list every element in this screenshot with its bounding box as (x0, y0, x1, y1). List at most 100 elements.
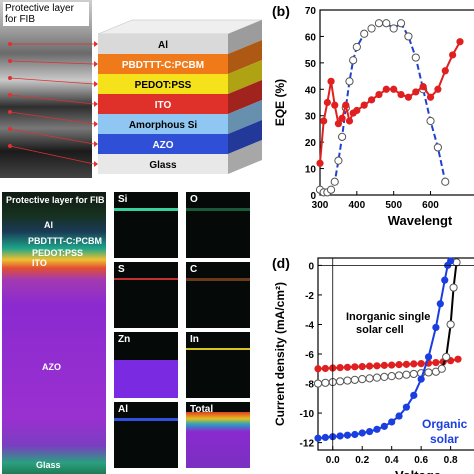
map-label-al: Al (44, 220, 53, 230)
element-map-label: S (118, 264, 125, 275)
stack-layer-2 (98, 74, 228, 94)
data-point-1 (365, 374, 374, 383)
element-map-3: C (186, 262, 250, 328)
data-point-0 (402, 360, 411, 368)
data-point-1 (387, 372, 396, 381)
data-point-2 (321, 433, 329, 442)
y-tick-label: 70 (305, 6, 317, 17)
y-tick-label: 50 (305, 59, 317, 70)
pointer-arrow-3 (94, 101, 98, 107)
data-point-1 (334, 120, 343, 128)
element-map-band (114, 208, 178, 211)
element-map-band (186, 208, 250, 211)
data-point-0 (411, 53, 420, 62)
tem-cross-section-image: Protective layer for FIB (0, 0, 92, 178)
map-label-protective: Protective layer for FIB (6, 195, 105, 205)
data-point-0 (380, 361, 388, 369)
element-map-band (114, 278, 178, 280)
x-tick-label: 500 (385, 200, 402, 211)
data-point-0 (404, 32, 413, 41)
x-tick-label: 0.8 (444, 455, 458, 466)
stack-layer-label-6: Glass (149, 160, 177, 171)
stack-layer-label-2: PEDOT:PSS (135, 80, 192, 91)
pointer-arrow-1 (94, 61, 98, 67)
data-point-1 (380, 372, 389, 381)
y-tick-label: -8 (305, 380, 314, 391)
stack-layer-5 (98, 134, 228, 154)
element-map-label: O (190, 194, 198, 205)
data-point-1 (441, 67, 449, 75)
element-map-label: Zn (118, 334, 131, 345)
series-line-2 (317, 260, 452, 440)
y-tick-label: 0 (308, 261, 314, 272)
data-point-1 (327, 77, 335, 85)
data-point-2 (343, 431, 352, 439)
data-point-1 (434, 85, 442, 93)
data-point-2 (351, 430, 359, 439)
data-point-0 (352, 42, 361, 52)
data-point-0 (395, 361, 403, 369)
y-tick-label: 20 (305, 138, 317, 149)
data-point-2 (314, 434, 322, 442)
data-point-0 (382, 19, 391, 28)
eds-composite-map: Protective layer for FIB Al PBDTTT-C:PCB… (2, 192, 106, 474)
panel-label: (d) (272, 255, 290, 271)
pointer-dot-1 (8, 59, 12, 63)
element-map-0: Si (114, 192, 178, 258)
data-point-1 (336, 377, 345, 386)
data-point-1 (394, 371, 404, 380)
data-point-2 (441, 276, 449, 284)
data-point-2 (436, 300, 444, 308)
stack-side-6 (228, 140, 262, 174)
pointer-arrow-4 (94, 121, 98, 127)
data-point-1 (360, 101, 368, 109)
x-tick-label: 400 (348, 200, 365, 211)
stack-side-3 (228, 80, 262, 114)
x-axis-label: Voltage (395, 468, 441, 474)
data-point-1 (402, 370, 411, 379)
data-point-1 (353, 106, 361, 115)
annotation-inorganic-2: solar cell (356, 324, 404, 336)
data-point-1 (316, 159, 324, 167)
data-point-0 (349, 56, 358, 65)
data-point-1 (321, 378, 330, 387)
layer-stack-diagram: Al PBDTTT-C:PCBM PEDOT:PSS ITO Amorphous Si A… (8, 19, 263, 174)
annotation-organic-2: solar (430, 432, 459, 446)
data-point-1 (345, 117, 354, 125)
data-point-2 (380, 422, 388, 430)
pointer-dot-3 (8, 93, 12, 97)
y-tick-label: 40 (305, 85, 317, 96)
stack-layer-label-0: Al (158, 40, 168, 51)
element-map-label: Si (118, 194, 128, 205)
data-point-1 (323, 98, 331, 107)
stack-layer-3 (98, 94, 228, 114)
stack-side-0 (228, 20, 262, 54)
element-map-4: Zn (114, 332, 178, 398)
data-point-0 (396, 19, 406, 28)
data-point-1 (375, 90, 383, 99)
data-point-0 (343, 363, 352, 371)
x-tick-label: 0.0 (326, 455, 340, 466)
data-point-0 (326, 185, 336, 194)
data-point-0 (373, 362, 381, 370)
data-point-1 (350, 375, 359, 384)
y-tick-label: 30 (305, 112, 317, 123)
pointer-line-6 (9, 145, 95, 165)
element-map-band (186, 348, 250, 350)
element-map-label: In (190, 334, 199, 345)
data-point-1 (426, 93, 435, 101)
data-point-0 (365, 362, 374, 370)
map-label-pbdttt: PBDTTT-C:PCBM (28, 236, 102, 246)
x-tick-label: 300 (312, 200, 329, 211)
element-map-6: Al (114, 402, 178, 468)
element-map-2: S (114, 262, 178, 328)
stack-layer-label-4: Amorphous Si (129, 120, 198, 131)
stack-layer-label-1: PBDTTT-C:PCBM (122, 60, 204, 71)
data-point-0 (358, 362, 366, 371)
data-point-1 (358, 375, 367, 384)
x-tick-label: 0.6 (414, 455, 428, 466)
data-point-0 (314, 365, 322, 373)
stack-layer-1 (98, 54, 228, 74)
data-point-0 (336, 363, 344, 372)
x-tick-label: 0.2 (355, 455, 369, 466)
